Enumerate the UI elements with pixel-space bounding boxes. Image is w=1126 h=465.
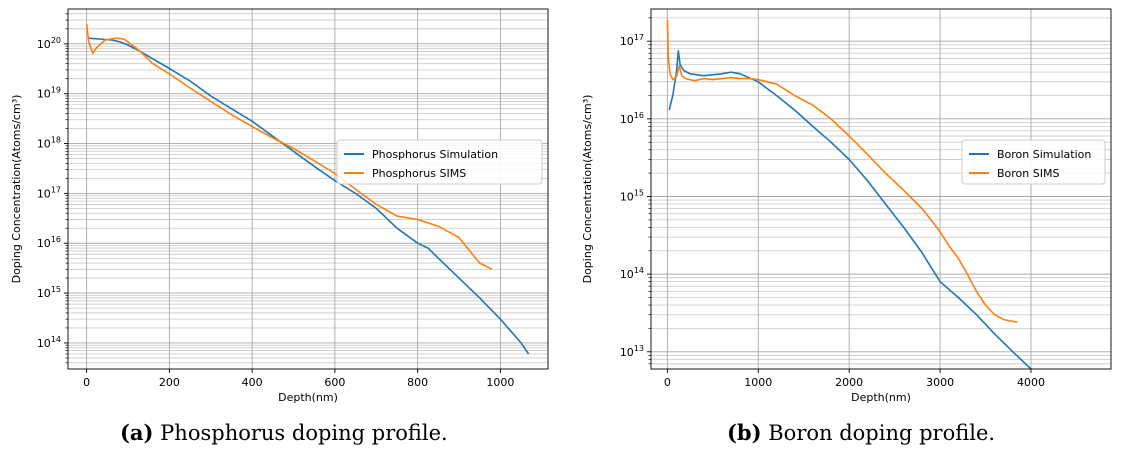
legend-label: Boron Simulation: [997, 148, 1091, 161]
series-group: [85, 23, 530, 355]
y-tick-exponent: 16: [634, 111, 644, 120]
x-tick-label: 800: [407, 376, 428, 389]
caption-b-text: Boron doping profile.: [768, 421, 996, 445]
y-axis-label: Doping Concentration(Atoms/cm³): [10, 95, 23, 284]
y-tick-base: 10: [37, 88, 51, 101]
y-tick-exponent: 14: [51, 335, 61, 344]
x-tick-label: 200: [159, 376, 180, 389]
y-tick-exponent: 20: [51, 36, 61, 45]
y-axis-label: Doping Concentration(Atoms/cm³): [581, 95, 594, 284]
caption-a-text: Phosphorus doping profile.: [160, 421, 448, 445]
x-axis-label: Depth(nm): [851, 391, 911, 404]
y-tick-base: 10: [37, 287, 51, 300]
x-tick-label: 3000: [926, 376, 954, 389]
y-tick-exponent: 17: [51, 185, 61, 194]
x-tick-label: 0: [83, 376, 90, 389]
y-tick-base: 10: [620, 346, 634, 359]
y-tick-base: 10: [620, 268, 634, 281]
y-tick-label: 1017: [620, 33, 644, 48]
y-tick-label: 1018: [37, 136, 61, 151]
legend-box: [961, 139, 1106, 185]
caption-b-label: (b): [727, 420, 762, 445]
y-tick-base: 10: [37, 337, 51, 350]
y-tick-base: 10: [37, 138, 51, 151]
y-tick-label: 1019: [37, 86, 61, 101]
caption-a: (a) Phosphorus doping profile.: [120, 420, 448, 445]
y-tick-label: 1015: [37, 285, 61, 300]
y-tick-exponent: 16: [51, 235, 61, 244]
caption-b: (b) Boron doping profile.: [727, 420, 995, 445]
series-group: [666, 19, 1033, 369]
plot-frame: [67, 8, 549, 370]
y-tick-base: 10: [37, 38, 51, 51]
legend-label: Phosphorus Simulation: [372, 148, 498, 161]
series-line-phosphorus-sims: [85, 23, 493, 271]
y-tick-base: 10: [620, 113, 634, 126]
y-tick-base: 10: [620, 35, 634, 48]
y-tick-exponent: 13: [634, 344, 644, 353]
y-tick-label: 1013: [620, 344, 644, 359]
y-tick-exponent: 15: [51, 285, 61, 294]
y-tick-exponent: 18: [51, 136, 61, 145]
caption-a-label: (a): [120, 420, 154, 445]
x-tick-label: 1000: [486, 376, 514, 389]
chart-panel-boron: 1013 1014 1015 1016 1017 0 1000 2000 3000 4000 Dep…: [563, 0, 1126, 465]
x-tick-label: 1000: [744, 376, 772, 389]
legend-label: Phosphorus SIMS: [372, 167, 466, 180]
x-axis-label: Depth(nm): [278, 391, 338, 404]
y-tick-label: 1016: [620, 111, 644, 126]
y-tick-exponent: 14: [634, 266, 644, 275]
y-tick-base: 10: [620, 190, 634, 203]
y-tick-exponent: 15: [634, 188, 644, 197]
series-line-boron-sims: [666, 19, 1018, 324]
x-tick-label: 2000: [835, 376, 863, 389]
series-line-phosphorus-simulation: [88, 37, 530, 355]
x-tick-label: 400: [242, 376, 263, 389]
x-tick-label: 0: [664, 376, 671, 389]
y-tick-label: 1015: [620, 188, 644, 203]
y-tick-label: 1017: [37, 185, 61, 200]
y-tick-label: 1016: [37, 235, 61, 250]
y-tick-base: 10: [37, 237, 51, 250]
plot-frame: [650, 8, 1112, 370]
x-tick-label: 4000: [1017, 376, 1045, 389]
y-tick-label: 1020: [37, 36, 61, 51]
legend-label: Boron SIMS: [997, 167, 1059, 180]
y-tick-label: 1014: [620, 266, 644, 281]
y-tick-exponent: 17: [634, 33, 644, 42]
legend-box: [336, 139, 543, 185]
y-tick-label: 1014: [37, 335, 61, 350]
chart-panel-phosphorus: 1014 1015 1016 1017 1018 1019 1020 0 200 400 600 80…: [10, 8, 549, 445]
y-tick-base: 10: [37, 187, 51, 200]
x-tick-label: 600: [324, 376, 345, 389]
y-tick-exponent: 19: [51, 86, 61, 95]
series-line-boron-simulation: [668, 50, 1033, 369]
